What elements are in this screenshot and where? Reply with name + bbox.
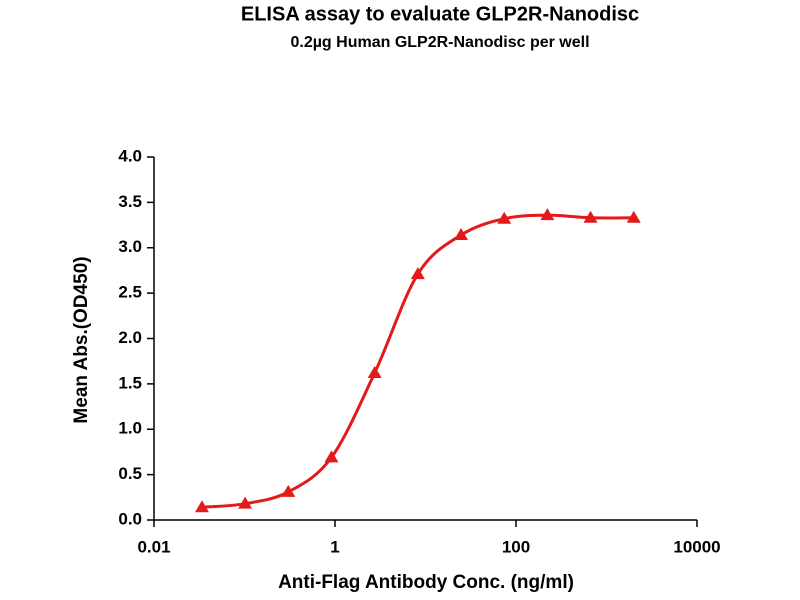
y-tick-label: 0.5 [118,464,142,483]
y-axis-title: Mean Abs.(OD450) [71,256,92,423]
marker [454,228,469,241]
y-tick-label: 4.0 [118,146,142,165]
x-axis-title: Anti-Flag Antibody Conc. (ng/ml) [278,572,574,593]
y-tick-label: 1.0 [118,419,142,438]
marker [194,500,209,513]
chart-subtitle: 0.2µg Human GLP2R-Nanodisc per well [290,34,589,51]
y-tick-label: 2.5 [118,283,142,302]
x-tick-label: 1 [330,537,339,556]
marker [497,211,512,224]
marker [324,450,339,463]
y-tick-label: 0.0 [118,509,142,528]
marker [626,210,641,223]
marker [540,208,555,221]
marker [367,365,382,378]
y-tick-label: 3.0 [118,237,142,256]
y-tick-label: 2.0 [118,328,142,347]
y-tick-label: 1.5 [118,373,142,392]
x-tick-label: 100 [502,537,530,556]
fit-curve [201,213,634,509]
marker [583,210,598,223]
x-tick-label: 10000 [673,537,720,556]
marker [281,484,296,497]
y-tick-label: 3.5 [118,192,142,211]
chart-title: ELISA assay to evaluate GLP2R-Nanodisc [241,3,639,25]
x-tick-label: 0.01 [137,537,170,556]
marker [410,267,425,280]
marker [238,496,253,509]
